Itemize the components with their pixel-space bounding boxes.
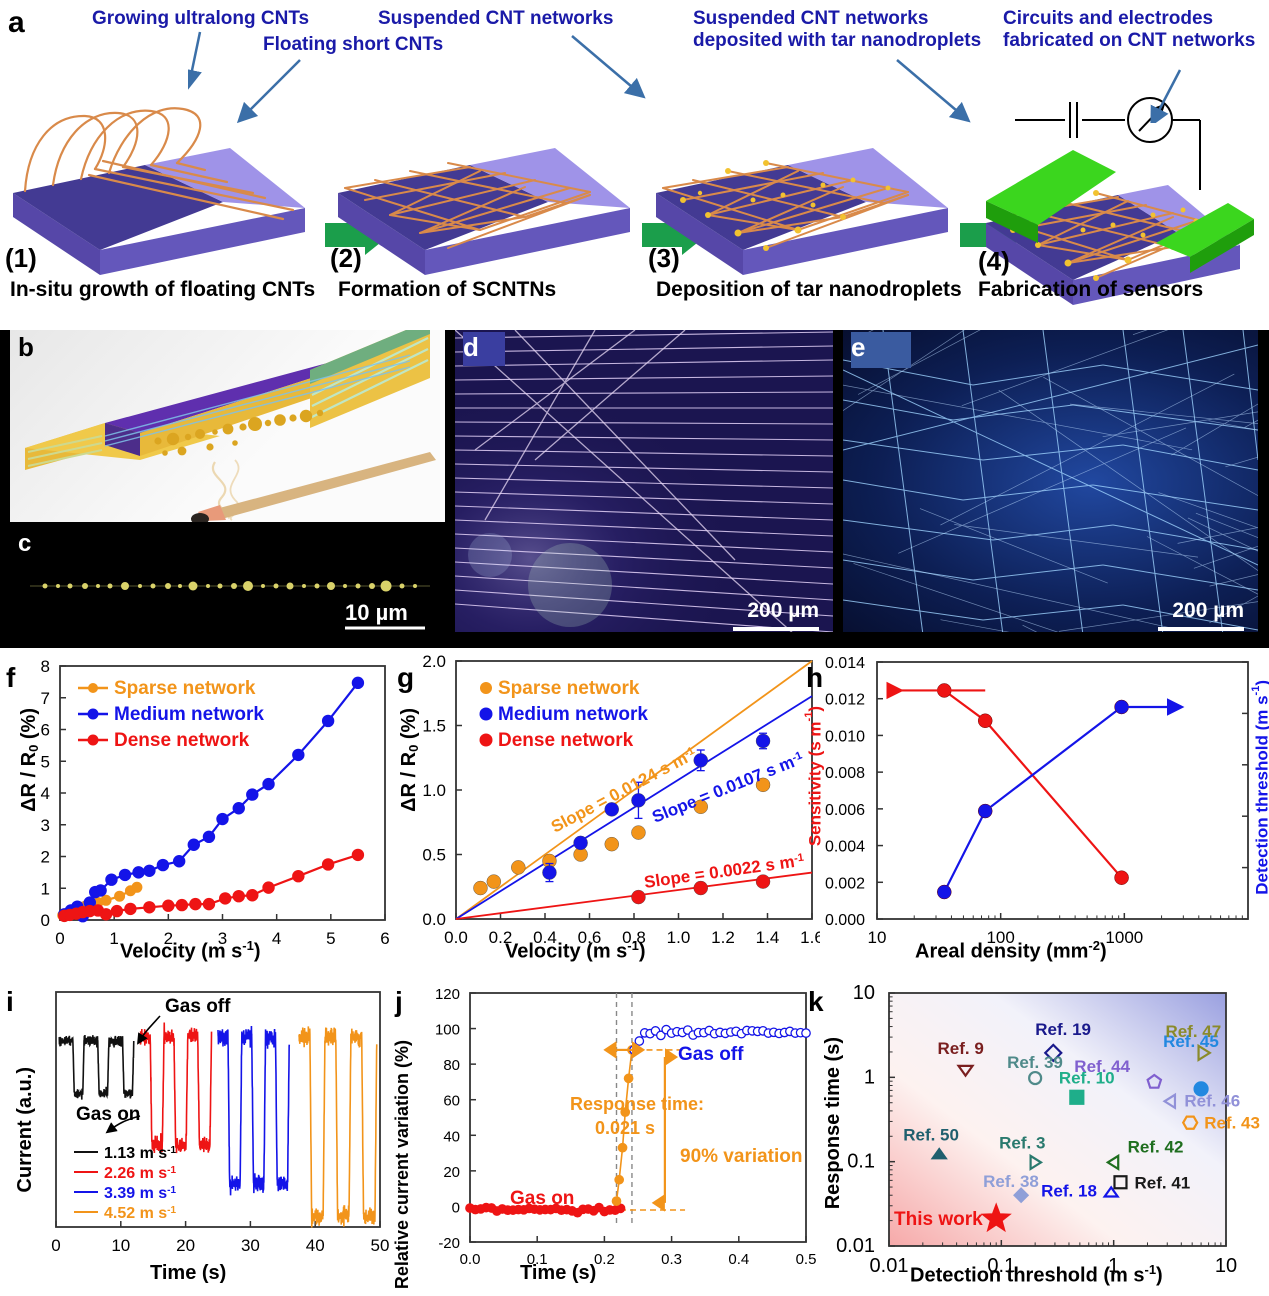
svg-text:Ref. 50: Ref. 50 <box>903 1125 959 1144</box>
svg-text:0.01: 0.01 <box>836 1235 875 1257</box>
svg-text:Ref. 3: Ref. 3 <box>999 1133 1045 1152</box>
svg-text:Ref. 9: Ref. 9 <box>938 1039 984 1058</box>
svg-text:7: 7 <box>41 689 50 708</box>
svg-text:0.3: 0.3 <box>661 1251 682 1268</box>
svg-text:Sparse network: Sparse network <box>498 678 640 699</box>
svg-text:5: 5 <box>41 752 50 771</box>
svg-text:0.4: 0.4 <box>728 1251 749 1268</box>
svg-text:(2): (2) <box>330 243 362 273</box>
svg-text:3: 3 <box>41 816 50 835</box>
svg-text:4.52 m s-1: 4.52 m s-1 <box>104 1205 176 1222</box>
svg-text:6: 6 <box>41 721 50 740</box>
svg-text:Ref. 42: Ref. 42 <box>1128 1137 1184 1156</box>
svg-text:1.0: 1.0 <box>422 781 446 800</box>
svg-text:Response time:: Response time: <box>570 1094 704 1114</box>
svg-text:0.0: 0.0 <box>422 910 446 929</box>
svg-text:Slope = 0.0022 s m-1: Slope = 0.0022 s m-1 <box>643 851 806 892</box>
svg-text:10: 10 <box>111 1236 130 1255</box>
svg-text:80: 80 <box>443 1057 460 1074</box>
svg-text:10: 10 <box>1215 1255 1237 1277</box>
svg-text:0: 0 <box>41 911 50 930</box>
svg-text:Gas on: Gas on <box>76 1104 140 1125</box>
svg-text:This work: This work <box>894 1209 983 1230</box>
svg-text:(4): (4) <box>978 246 1010 276</box>
svg-text:1000: 1000 <box>1105 928 1143 947</box>
svg-text:Ref. 18: Ref. 18 <box>1041 1182 1097 1201</box>
svg-text:2.26 m s-1: 2.26 m s-1 <box>104 1165 176 1182</box>
svg-text:1: 1 <box>109 929 118 948</box>
svg-text:10 µm: 10 µm <box>345 600 408 625</box>
svg-text:0.014: 0.014 <box>825 655 865 672</box>
svg-text:1.4: 1.4 <box>756 928 780 947</box>
svg-text:-20: -20 <box>438 1235 460 1252</box>
svg-text:Ref. 47: Ref. 47 <box>1165 1022 1221 1041</box>
svg-text:0.012: 0.012 <box>825 692 865 709</box>
svg-text:1.2: 1.2 <box>711 928 735 947</box>
svg-text:4: 4 <box>41 784 50 803</box>
svg-text:0: 0 <box>55 929 64 948</box>
svg-text:Ref. 46: Ref. 46 <box>1184 1091 1240 1110</box>
svg-text:Dense network: Dense network <box>114 730 250 751</box>
svg-text:(3): (3) <box>648 243 680 273</box>
svg-text:3.39 m s-1: 3.39 m s-1 <box>104 1185 176 1202</box>
svg-text:1.0: 1.0 <box>667 928 691 947</box>
svg-text:Ref. 19: Ref. 19 <box>1035 1020 1091 1039</box>
svg-text:10: 10 <box>868 928 887 947</box>
svg-text:Gas off: Gas off <box>165 996 231 1017</box>
svg-text:Slope = 0.0124 s m-1: Slope = 0.0124 s m-1 <box>548 744 699 837</box>
svg-text:20: 20 <box>443 1164 460 1181</box>
svg-text:Gas off: Gas off <box>678 1044 744 1065</box>
svg-text:30: 30 <box>241 1236 260 1255</box>
svg-text:Sparse network: Sparse network <box>114 678 256 699</box>
svg-text:60: 60 <box>443 1093 460 1110</box>
svg-text:0.008: 0.008 <box>825 765 865 782</box>
svg-text:10: 10 <box>853 982 875 1004</box>
svg-text:0: 0 <box>452 1199 460 1216</box>
svg-text:1.5: 1.5 <box>422 717 446 736</box>
svg-text:120: 120 <box>435 986 460 1003</box>
svg-text:0.004: 0.004 <box>825 839 865 856</box>
svg-text:8: 8 <box>41 657 50 676</box>
svg-text:Medium network: Medium network <box>498 704 648 725</box>
svg-text:40: 40 <box>306 1236 325 1255</box>
svg-text:0.2: 0.2 <box>594 1251 615 1268</box>
svg-text:Ref. 44: Ref. 44 <box>1074 1057 1130 1076</box>
svg-text:0.010: 0.010 <box>825 728 865 745</box>
svg-text:90% variation: 90% variation <box>680 1146 803 1167</box>
svg-text:0.1: 0.1 <box>847 1151 875 1173</box>
svg-text:6: 6 <box>380 929 389 948</box>
svg-text:0.01: 0.01 <box>870 1255 909 1277</box>
svg-text:1: 1 <box>41 879 50 898</box>
svg-text:0.0: 0.0 <box>444 928 468 947</box>
svg-text:0.021 s: 0.021 s <box>595 1118 655 1138</box>
svg-text:5: 5 <box>326 929 335 948</box>
svg-text:Medium network: Medium network <box>114 704 264 725</box>
svg-text:0.0: 0.0 <box>460 1251 481 1268</box>
svg-text:Ref. 38: Ref. 38 <box>983 1172 1039 1191</box>
svg-text:100: 100 <box>435 1022 460 1039</box>
svg-text:0: 0 <box>51 1236 60 1255</box>
svg-text:Ref. 41: Ref. 41 <box>1134 1173 1190 1192</box>
svg-text:Ref. 39: Ref. 39 <box>1007 1053 1063 1072</box>
svg-text:4: 4 <box>272 929 281 948</box>
svg-text:0.006: 0.006 <box>825 802 865 819</box>
svg-text:Ref. 43: Ref. 43 <box>1204 1114 1260 1133</box>
svg-text:1.13 m s-1: 1.13 m s-1 <box>104 1145 176 1162</box>
svg-text:2.0: 2.0 <box>422 652 446 671</box>
svg-text:(1): (1) <box>5 243 37 273</box>
svg-text:20: 20 <box>176 1236 195 1255</box>
svg-text:Dense network: Dense network <box>498 730 634 751</box>
svg-text:2: 2 <box>41 848 50 867</box>
svg-text:Gas on: Gas on <box>510 1188 574 1209</box>
svg-text:0.5: 0.5 <box>422 846 446 865</box>
svg-text:1: 1 <box>864 1066 875 1088</box>
svg-text:40: 40 <box>443 1128 460 1145</box>
svg-text:0.002: 0.002 <box>825 875 865 892</box>
svg-text:0.000: 0.000 <box>825 912 865 929</box>
